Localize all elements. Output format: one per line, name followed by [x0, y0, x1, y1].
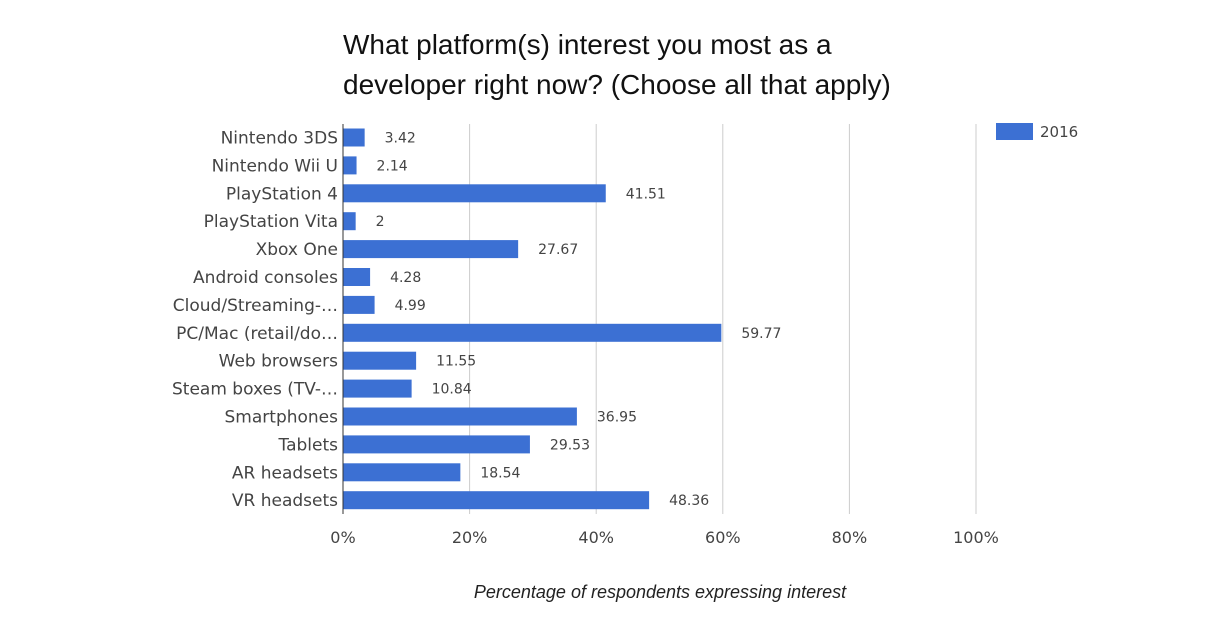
bar-nintendo-3ds — [343, 128, 365, 147]
chart-title-line-2: developer right now? (Choose all that ap… — [343, 69, 891, 100]
category-label-nintendo-wii-u: Nintendo Wii U — [212, 156, 338, 176]
category-label-pc-mac-retail-do: PC/Mac (retail/do… — [176, 324, 338, 344]
bar-smartphones — [343, 407, 577, 426]
value-label-playstation-vita: 2 — [376, 214, 385, 230]
bar-nintendo-wii-u — [343, 156, 357, 175]
bar-ar-headsets — [343, 463, 461, 482]
category-label-web-browsers: Web browsers — [219, 352, 338, 372]
category-label-vr-headsets: VR headsets — [232, 491, 338, 511]
value-label-nintendo-wii-u: 2.14 — [377, 158, 408, 174]
category-label-playstation-4: PlayStation 4 — [226, 184, 338, 204]
value-label-playstation-4: 41.51 — [626, 186, 666, 202]
category-label-ar-headsets: AR headsets — [232, 463, 338, 483]
category-label-nintendo-3ds: Nintendo 3DS — [221, 129, 338, 149]
category-label-cloud-streaming: Cloud/Streaming-… — [173, 296, 338, 316]
x-tick-label-60: 60% — [705, 528, 741, 547]
bar-pc-mac-retail-do — [343, 323, 722, 342]
x-tick-label-20: 20% — [452, 528, 488, 547]
x-axis-tick-labels: 0% 20% 40% 60% 80% 100% — [330, 528, 999, 547]
value-label-cloud-streaming: 4.99 — [395, 298, 426, 314]
bar-xbox-one — [343, 240, 519, 259]
value-label-tablets: 29.53 — [550, 437, 590, 453]
category-label-steam-boxes-tv: Steam boxes (TV-… — [172, 380, 338, 400]
bar-tablets — [343, 435, 530, 454]
bar-web-browsers — [343, 351, 417, 370]
x-tick-label-80: 80% — [832, 528, 868, 547]
bar-playstation-vita — [343, 212, 356, 231]
x-tick-label-0: 0% — [330, 528, 355, 547]
value-label-steam-boxes-tv: 10.84 — [432, 382, 472, 398]
value-label-nintendo-3ds: 3.42 — [385, 131, 416, 147]
category-label-android-consoles: Android consoles — [193, 268, 338, 288]
category-label-smartphones: Smartphones — [225, 408, 339, 428]
x-tick-label-40: 40% — [578, 528, 614, 547]
category-labels: Nintendo 3DS Nintendo Wii U PlayStation 4 P… — [172, 129, 338, 512]
value-label-smartphones: 36.95 — [597, 410, 637, 426]
value-label-android-consoles: 4.28 — [390, 270, 421, 286]
value-label-xbox-one: 27.67 — [538, 242, 578, 258]
legend-label-2016: 2016 — [1040, 123, 1078, 141]
legend: 2016 — [996, 123, 1078, 141]
bar-cloud-streaming — [343, 295, 375, 314]
bar-android-consoles — [343, 268, 371, 286]
chart-title-line-1: What platform(s) interest you most as a — [343, 29, 832, 60]
x-tick-label-100: 100% — [953, 528, 999, 547]
x-axis-title: Percentage of respondents expressing int… — [474, 582, 847, 602]
bar-steam-boxes-tv — [343, 379, 412, 398]
value-label-ar-headsets: 18.54 — [480, 465, 520, 481]
value-labels: 3.42 2.14 41.51 2 27.67 4.28 4.99 59.77 11.55 10.… — [376, 131, 782, 510]
gridlines — [469, 124, 977, 514]
value-label-pc-mac-retail-do: 59.77 — [741, 326, 781, 342]
category-label-playstation-vita: PlayStation Vita — [204, 212, 338, 232]
bars — [343, 128, 722, 510]
bar-vr-headsets — [343, 491, 650, 510]
category-label-xbox-one: Xbox One — [256, 240, 338, 260]
value-label-vr-headsets: 48.36 — [669, 493, 709, 509]
value-label-web-browsers: 11.55 — [436, 354, 476, 370]
bar-playstation-4 — [343, 184, 606, 203]
legend-swatch-2016 — [996, 123, 1033, 140]
chart-title: What platform(s) interest you most as a … — [343, 29, 891, 100]
category-label-tablets: Tablets — [278, 435, 339, 455]
